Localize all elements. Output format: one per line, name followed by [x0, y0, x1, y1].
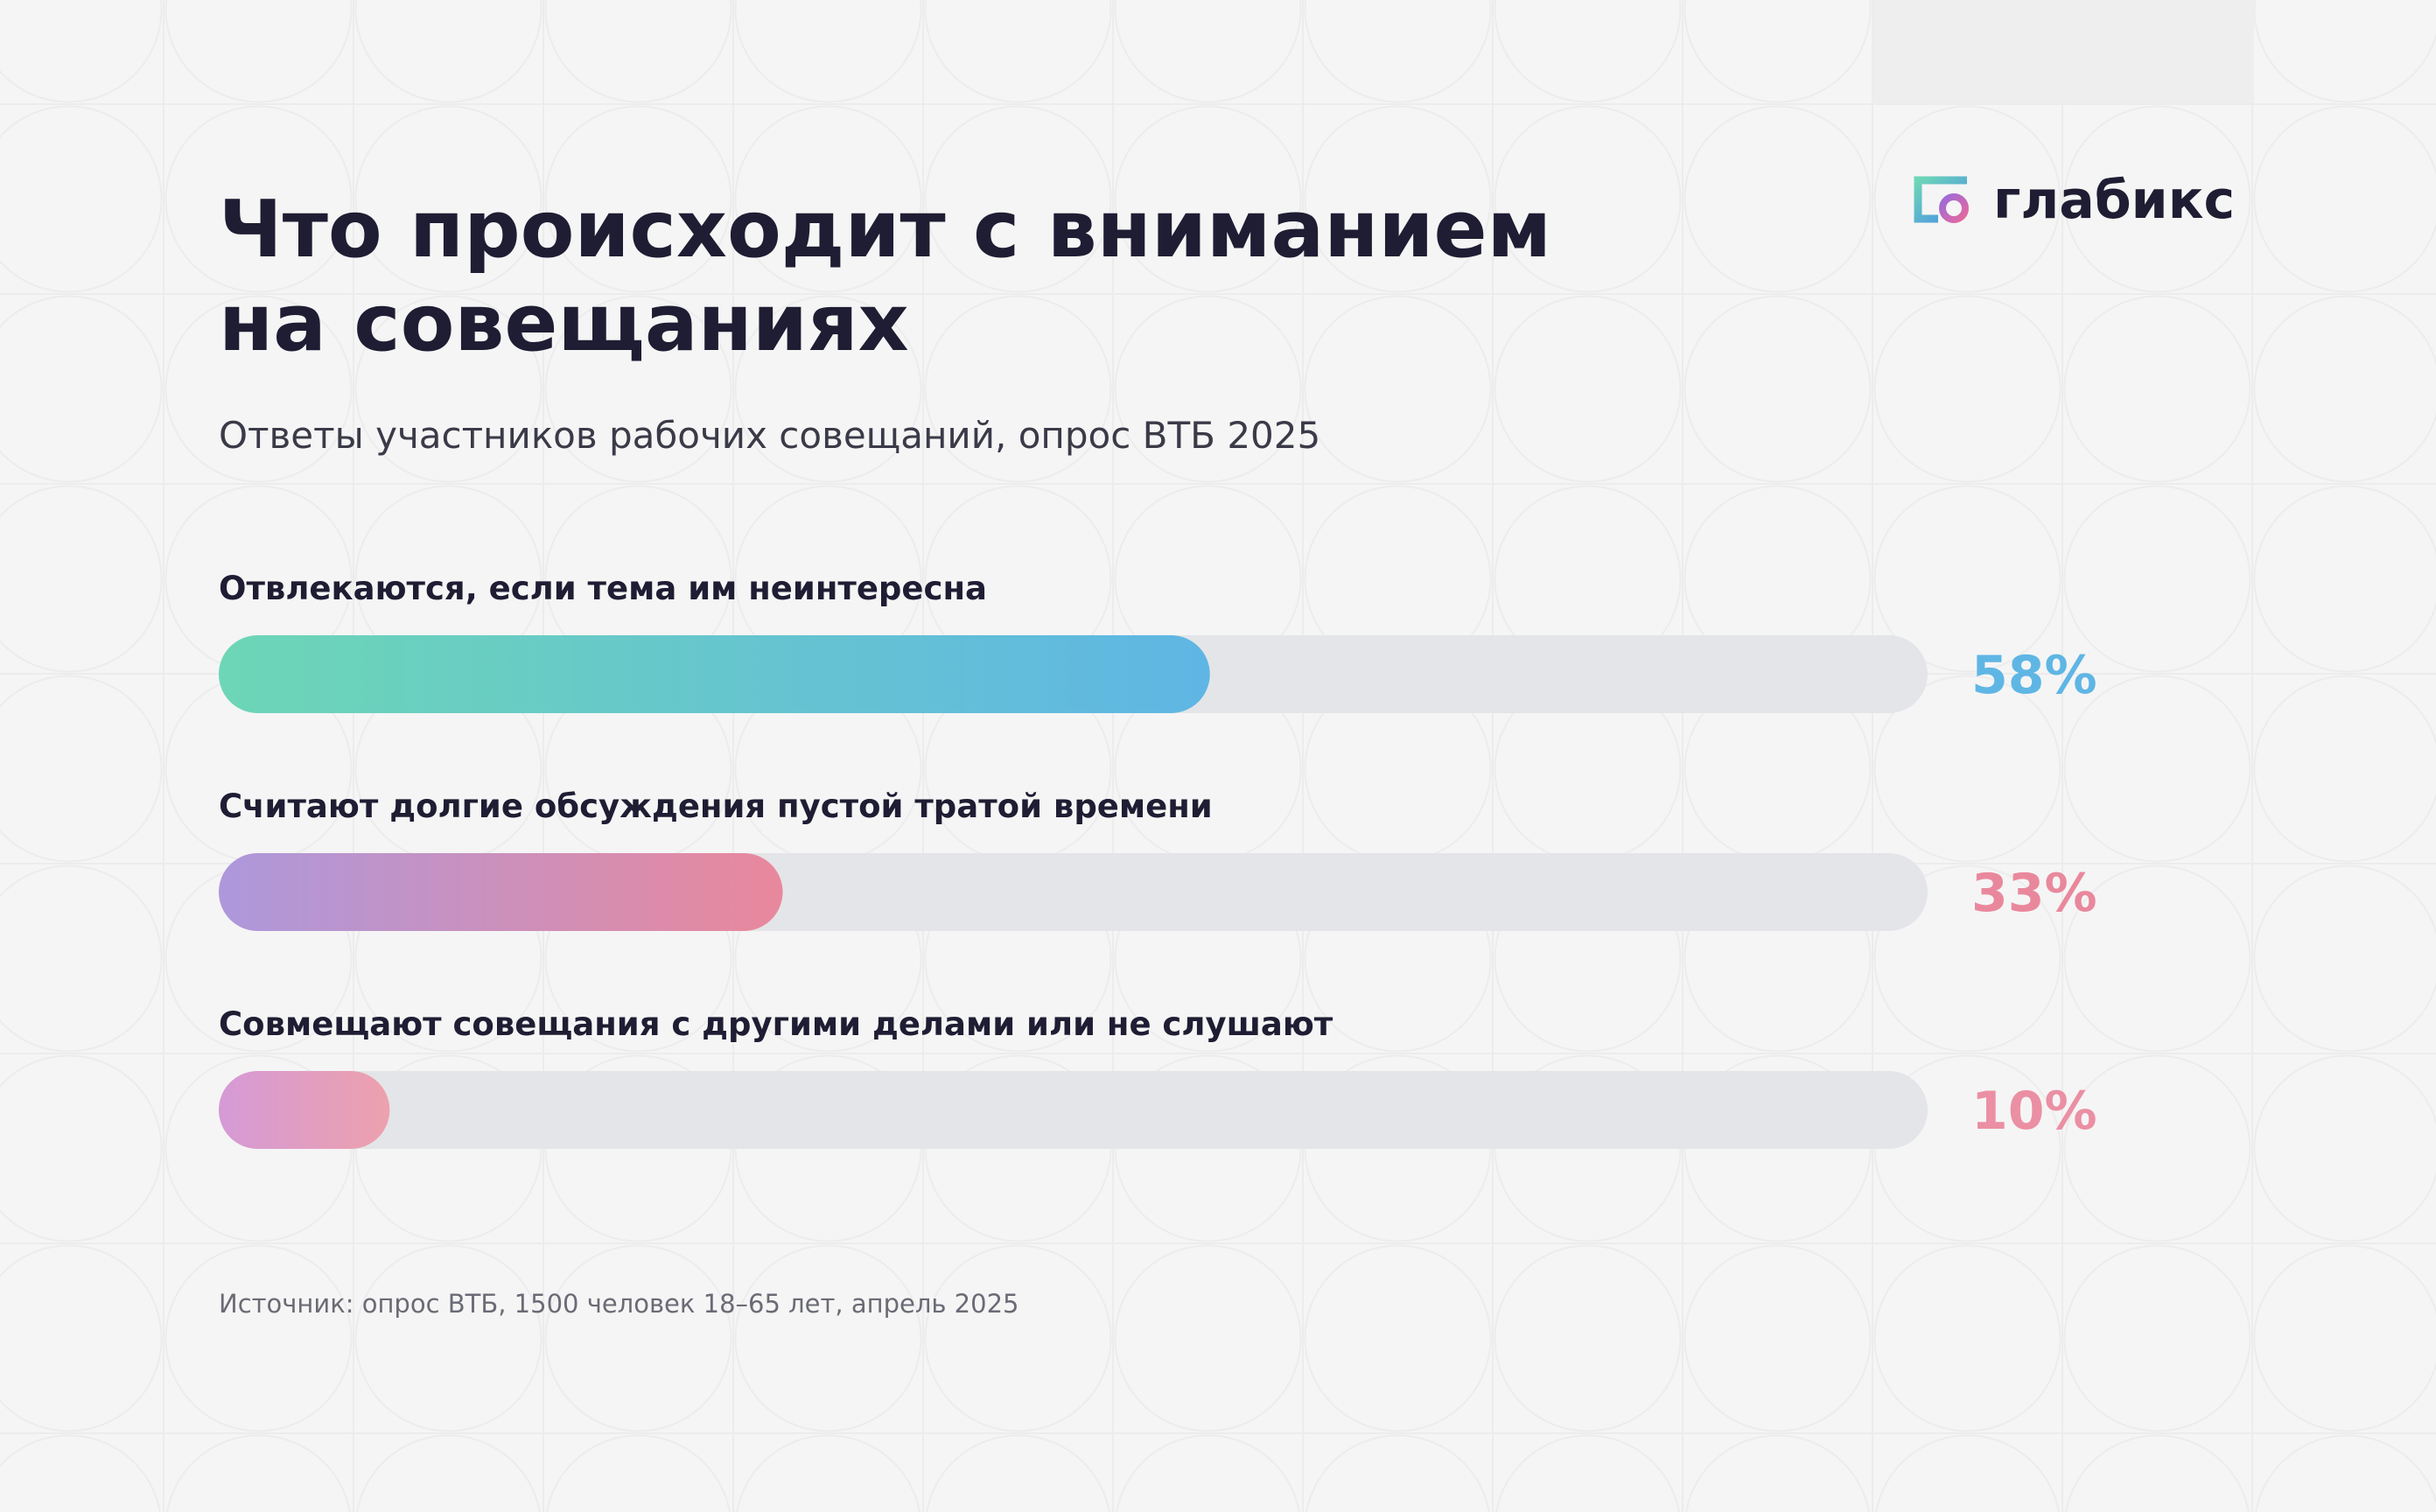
value-label: 58% — [1971, 645, 2097, 706]
brand-name: глабикс — [1993, 170, 2235, 231]
value-label: 33% — [1971, 863, 2097, 924]
chart-subtitle: Ответы участников рабочих совещаний, опр… — [219, 414, 1320, 457]
bar-track — [219, 1071, 1928, 1149]
logo-ring — [1939, 193, 1969, 223]
logo-frame — [1914, 176, 1967, 223]
bar — [219, 635, 1210, 713]
category-label: Отвлекаются, если тема им неинтересна — [219, 570, 987, 607]
chart-title: на совещаниях — [219, 277, 909, 369]
value-label: 10% — [1971, 1081, 2097, 1142]
chart-title: Что происходит с вниманием — [219, 184, 1551, 276]
decor-block — [1872, 0, 2254, 103]
category-label: Совмещают совещания с другими делами или… — [219, 1005, 1334, 1043]
source-note: Источник: опрос ВТБ, 1500 человек 18–65 … — [219, 1289, 1018, 1319]
bar — [219, 853, 783, 931]
category-label: Считают долгие обсуждения пустой тратой … — [219, 788, 1213, 825]
bar — [219, 1071, 390, 1149]
logo: глабикс — [1914, 170, 2235, 231]
